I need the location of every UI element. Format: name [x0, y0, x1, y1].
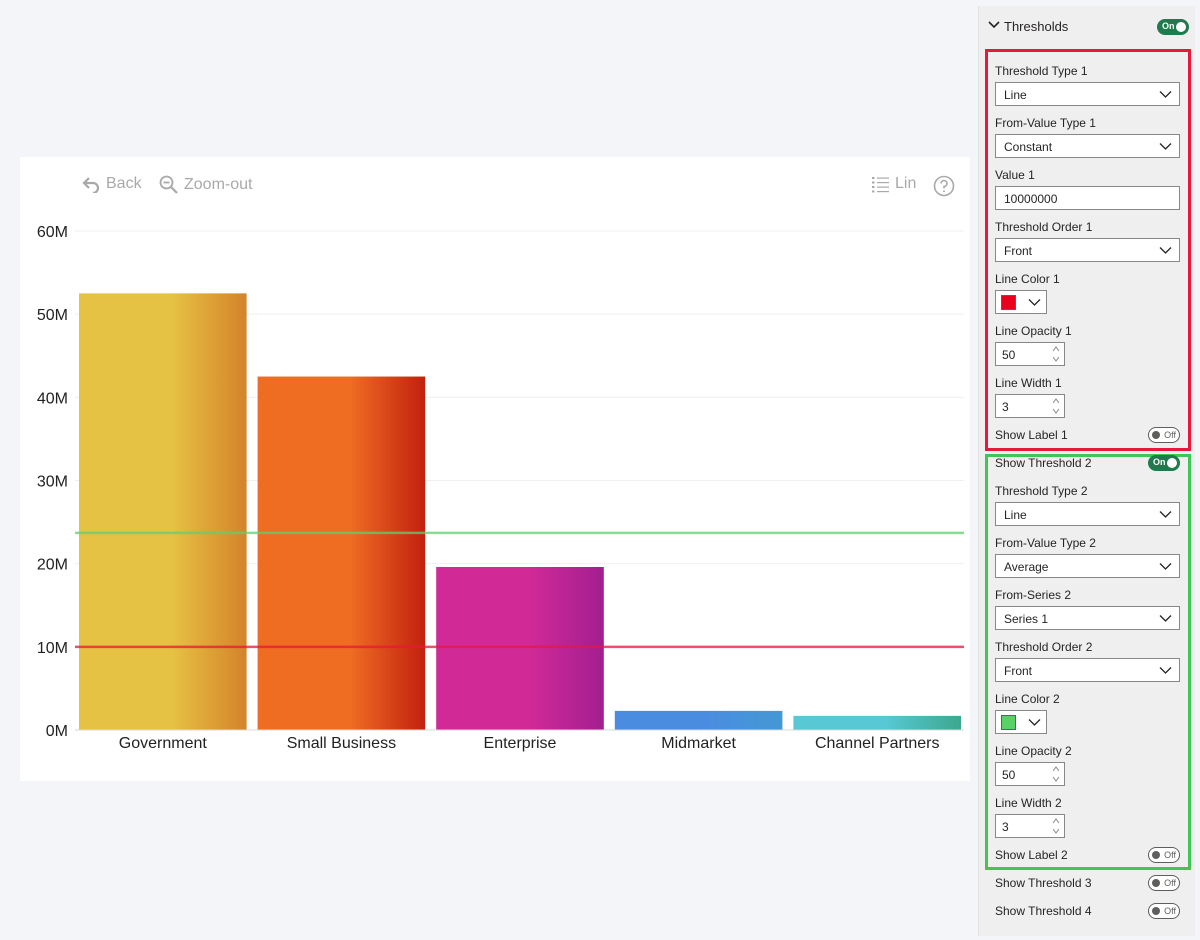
threshold-order-1-label: Threshold Order 1 [995, 220, 1093, 234]
chevron-down-icon [1028, 719, 1041, 726]
line-opacity-2-label: Line Opacity 2 [995, 744, 1072, 758]
y-tick-label: 60M [37, 224, 68, 241]
back-button[interactable]: Back [82, 175, 142, 193]
thresholds-toggle[interactable]: On [1157, 19, 1189, 35]
chevron-down-icon [988, 21, 1000, 29]
show-threshold-3-toggle[interactable]: Off [1148, 875, 1180, 891]
threshold-1-highlight [985, 49, 1191, 451]
chevron-up-icon[interactable] [1052, 346, 1060, 352]
thresholds-section-header[interactable]: Thresholds On [979, 6, 1196, 48]
chevron-down-icon[interactable] [1052, 356, 1060, 362]
show-threshold-4-label: Show Threshold 4 [995, 904, 1092, 918]
show-threshold-2-label: Show Threshold 2 [995, 456, 1092, 470]
x-tick-label: Government [119, 735, 208, 752]
threshold-type-2-dropdown[interactable]: Line [995, 502, 1180, 526]
x-tick-label: Small Business [287, 735, 396, 752]
bar [614, 710, 783, 730]
show-threshold-2-toggle[interactable]: On [1148, 455, 1180, 471]
show-label-2-label: Show Label 2 [995, 848, 1068, 862]
help-icon [933, 175, 955, 197]
line-color-1-label: Line Color 1 [995, 272, 1060, 286]
scale-label: Lin [895, 175, 917, 192]
chevron-down-icon[interactable] [1052, 408, 1060, 414]
zoom-out-button[interactable]: Zoom-out [159, 175, 252, 194]
list-icon [872, 176, 889, 192]
line-width-2-label: Line Width 2 [995, 796, 1062, 810]
show-threshold-3-label: Show Threshold 3 [995, 876, 1092, 890]
chevron-down-icon [1159, 91, 1172, 98]
scale-toggle-button[interactable]: Lin [872, 175, 916, 193]
x-tick-label: Enterprise [484, 735, 557, 752]
from-value-type-2-label: From-Value Type 2 [995, 536, 1096, 550]
from-series-2-label: From-Series 2 [995, 588, 1072, 602]
section-title: Thresholds [1004, 19, 1069, 34]
undo-arrow-icon [82, 177, 100, 193]
chevron-up-icon[interactable] [1052, 398, 1060, 404]
line-width-1-label: Line Width 1 [995, 376, 1062, 390]
chevron-down-icon [1159, 615, 1172, 622]
back-label: Back [106, 175, 142, 192]
threshold-order-2-dropdown[interactable]: Front [995, 658, 1180, 682]
zoom-out-icon [159, 175, 178, 194]
from-value-type-1-label: From-Value Type 1 [995, 116, 1096, 130]
chevron-down-icon [1159, 667, 1172, 674]
show-label-2-toggle[interactable]: Off [1148, 847, 1180, 863]
line-width-2-stepper[interactable]: 3 [995, 814, 1065, 838]
bar [793, 715, 961, 730]
from-value-type-1-dropdown[interactable]: Constant [995, 134, 1180, 158]
value-1-label: Value 1 [995, 168, 1035, 182]
bar [79, 293, 247, 730]
chevron-down-icon [1028, 299, 1041, 306]
chevron-down-icon [1159, 511, 1172, 518]
threshold-order-2-label: Threshold Order 2 [995, 640, 1093, 654]
help-button[interactable] [933, 175, 955, 197]
y-tick-label: 0M [46, 723, 68, 740]
y-tick-label: 10M [37, 640, 68, 657]
chart-card: 0M 10M 20M 30M 40M 50M 60M Government Small Busi… [20, 157, 970, 781]
format-panel: Thresholds On Threshold Type 1 Line From… [978, 6, 1195, 936]
chevron-down-icon [1159, 563, 1172, 570]
value-1-input[interactable]: 10000000 [995, 186, 1180, 210]
threshold-2-highlight [985, 454, 1191, 870]
line-opacity-1-stepper[interactable]: 50 [995, 342, 1065, 366]
y-tick-label: 20M [37, 557, 68, 574]
line-opacity-1-label: Line Opacity 1 [995, 324, 1072, 338]
threshold-order-1-dropdown[interactable]: Front [995, 238, 1180, 262]
x-tick-label: Channel Partners [815, 735, 940, 752]
chevron-down-icon[interactable] [1052, 776, 1060, 782]
from-series-2-dropdown[interactable]: Series 1 [995, 606, 1180, 630]
threshold-type-2-label: Threshold Type 2 [995, 484, 1088, 498]
threshold-type-1-label: Threshold Type 1 [995, 64, 1088, 78]
chevron-down-icon[interactable] [1052, 828, 1060, 834]
line-opacity-2-stepper[interactable]: 50 [995, 762, 1065, 786]
line-color-2-picker[interactable] [995, 710, 1047, 734]
chevron-up-icon[interactable] [1052, 818, 1060, 824]
line-width-1-stepper[interactable]: 3 [995, 394, 1065, 418]
bar-chart: 0M 10M 20M 30M 40M 50M 60M Government Small Busi… [37, 224, 964, 752]
color-swatch [1001, 715, 1016, 730]
line-color-2-label: Line Color 2 [995, 692, 1060, 706]
show-label-1-label: Show Label 1 [995, 428, 1068, 442]
zoom-out-label: Zoom-out [184, 175, 253, 193]
x-tick-label: Midmarket [661, 735, 736, 752]
y-tick-label: 40M [37, 390, 68, 407]
chevron-down-icon [1159, 247, 1172, 254]
bar [257, 376, 426, 730]
line-color-1-picker[interactable] [995, 290, 1047, 314]
chevron-down-icon [1159, 143, 1172, 150]
chevron-up-icon[interactable] [1052, 766, 1060, 772]
y-tick-label: 30M [37, 474, 68, 491]
threshold-type-1-dropdown[interactable]: Line [995, 82, 1180, 106]
color-swatch [1001, 295, 1016, 310]
show-label-1-toggle[interactable]: Off [1148, 427, 1180, 443]
bar [436, 566, 604, 730]
from-value-type-2-dropdown[interactable]: Average [995, 554, 1180, 578]
y-tick-label: 50M [37, 307, 68, 324]
show-threshold-4-toggle[interactable]: Off [1148, 903, 1180, 919]
